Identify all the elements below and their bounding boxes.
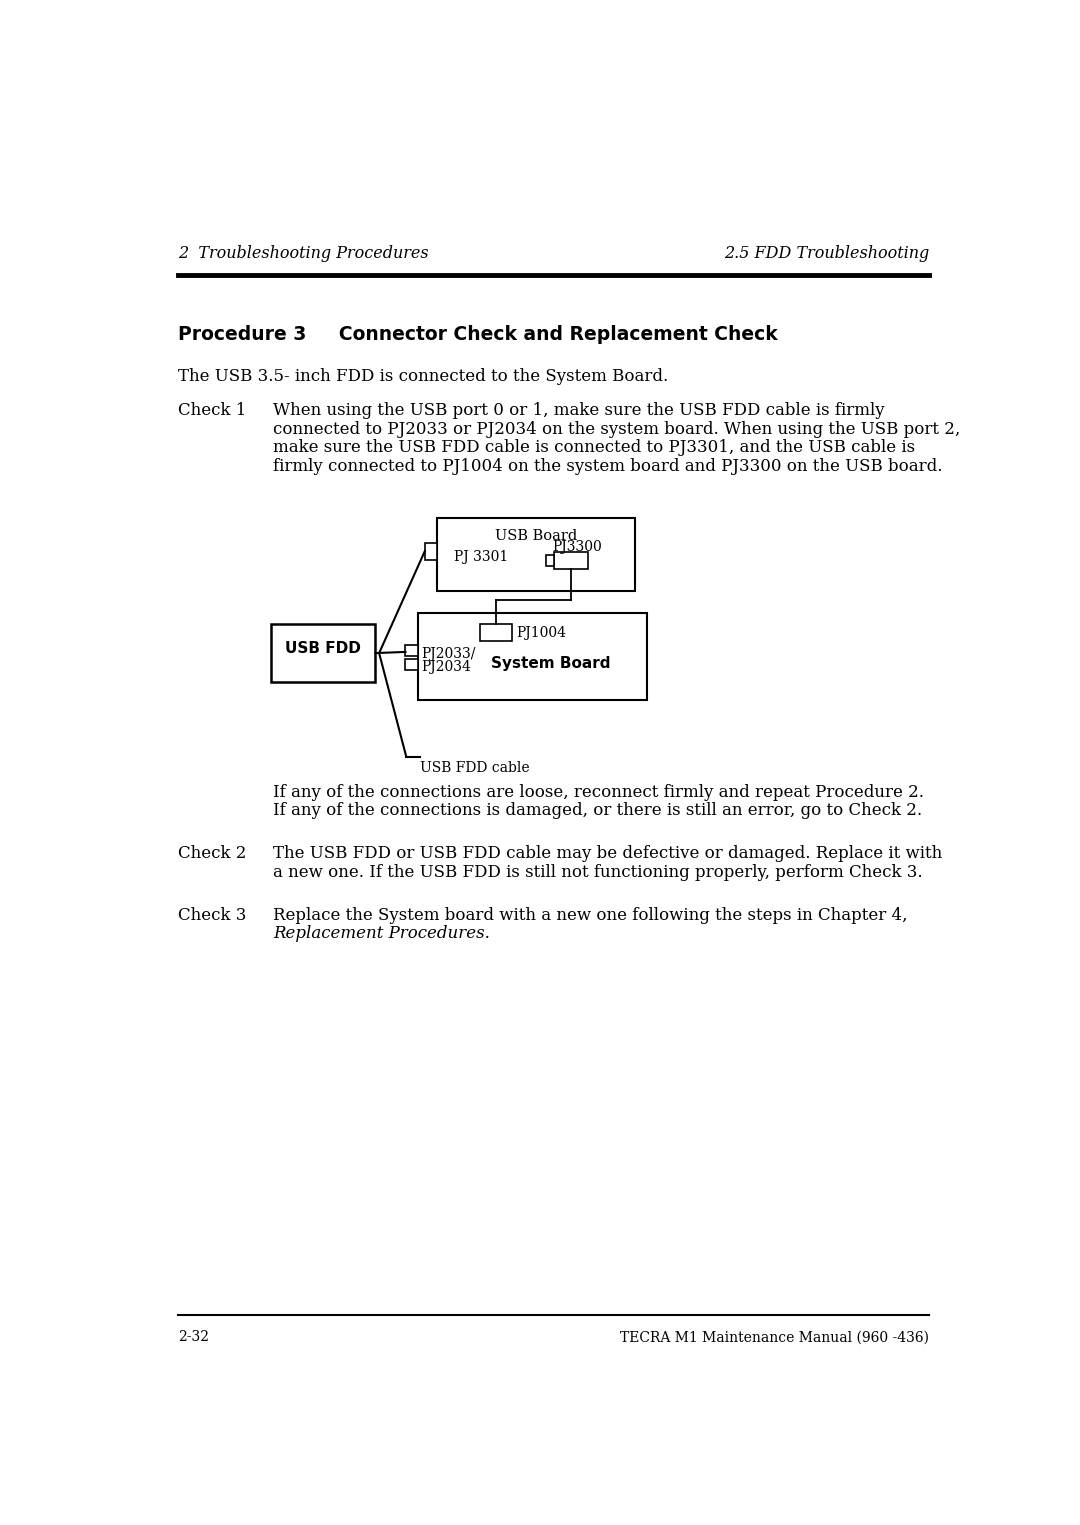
Text: Check 1: Check 1	[177, 403, 246, 419]
Text: Replace the System board with a new one following the steps in Chapter 4,: Replace the System board with a new one …	[273, 907, 907, 924]
Text: The USB 3.5- inch FDD is connected to the System Board.: The USB 3.5- inch FDD is connected to th…	[177, 368, 667, 384]
Text: TECRA M1 Maintenance Manual (960 -436): TECRA M1 Maintenance Manual (960 -436)	[620, 1330, 930, 1345]
Text: The USB FDD or USB FDD cable may be defective or damaged. Replace it with: The USB FDD or USB FDD cable may be defe…	[273, 845, 942, 862]
Text: USB FDD: USB FDD	[285, 640, 361, 656]
FancyBboxPatch shape	[405, 659, 418, 669]
FancyBboxPatch shape	[545, 555, 554, 566]
Text: If any of the connections are loose, reconnect firmly and repeat Procedure 2.: If any of the connections are loose, rec…	[273, 784, 924, 801]
Text: PJ3300: PJ3300	[552, 540, 602, 554]
FancyBboxPatch shape	[424, 543, 437, 560]
FancyBboxPatch shape	[480, 624, 512, 640]
Text: USB Board: USB Board	[495, 529, 577, 543]
Text: 2.5 FDD Troubleshooting: 2.5 FDD Troubleshooting	[724, 246, 930, 262]
Text: PJ 3301: PJ 3301	[455, 551, 509, 564]
Text: Replacement Procedures.: Replacement Procedures.	[273, 926, 490, 942]
Text: make sure the USB FDD cable is connected to PJ3301, and the USB cable is: make sure the USB FDD cable is connected…	[273, 439, 915, 456]
Text: Check 2: Check 2	[177, 845, 246, 862]
Text: connected to PJ2033 or PJ2034 on the system board. When using the USB port 2,: connected to PJ2033 or PJ2034 on the sys…	[273, 421, 960, 438]
Text: PJ1004: PJ1004	[516, 625, 566, 640]
Text: PJ2033/: PJ2033/	[422, 647, 476, 660]
FancyBboxPatch shape	[554, 552, 588, 569]
Text: a new one. If the USB FDD is still not functioning properly, perform Check 3.: a new one. If the USB FDD is still not f…	[273, 863, 922, 880]
Text: PJ2034: PJ2034	[422, 660, 472, 674]
Text: USB FDD cable: USB FDD cable	[420, 761, 530, 775]
FancyBboxPatch shape	[437, 518, 635, 592]
Text: 2  Troubleshooting Procedures: 2 Troubleshooting Procedures	[177, 246, 429, 262]
Text: firmly connected to PJ1004 on the system board and PJ3300 on the USB board.: firmly connected to PJ1004 on the system…	[273, 458, 943, 474]
Text: System Board: System Board	[490, 656, 610, 671]
Text: Procedure 3     Connector Check and Replacement Check: Procedure 3 Connector Check and Replacem…	[177, 325, 778, 345]
FancyBboxPatch shape	[405, 645, 418, 656]
Text: When using the USB port 0 or 1, make sure the USB FDD cable is firmly: When using the USB port 0 or 1, make sur…	[273, 403, 885, 419]
Text: 2-32: 2-32	[177, 1330, 208, 1345]
Text: Check 3: Check 3	[177, 907, 246, 924]
FancyBboxPatch shape	[271, 624, 375, 682]
Text: If any of the connections is damaged, or there is still an error, go to Check 2.: If any of the connections is damaged, or…	[273, 802, 922, 819]
FancyBboxPatch shape	[418, 613, 647, 700]
